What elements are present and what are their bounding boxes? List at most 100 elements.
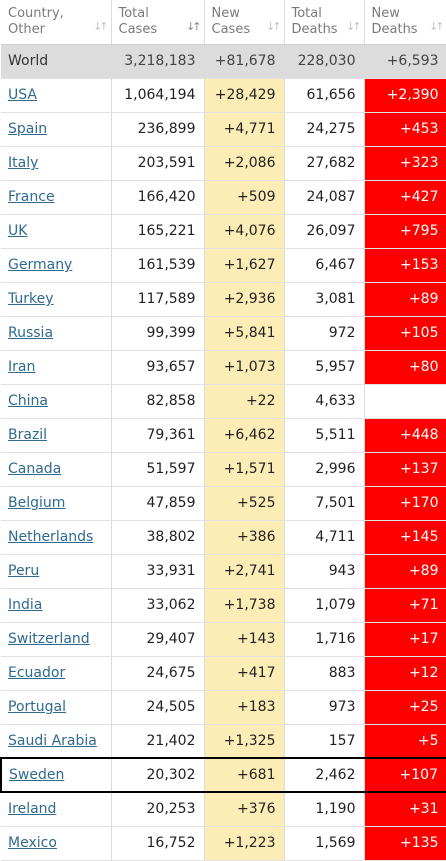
country-link[interactable]: USA xyxy=(8,87,37,103)
table-row: France 166,420 +509 24,087 +427 xyxy=(1,180,446,215)
header-total-cases[interactable]: Total Cases ↓↑ xyxy=(111,0,205,45)
header-label-line2: Cases xyxy=(211,21,251,37)
country-cell: Saudi Arabia xyxy=(1,724,112,759)
table-row: Canada 51,597 +1,571 2,996 +137 xyxy=(1,452,446,487)
new-cases-cell: +525 xyxy=(204,486,285,521)
total-cases-cell: 29,407 xyxy=(111,622,205,657)
total-cases-cell: 117,589 xyxy=(111,282,205,317)
header-label-line1: Total xyxy=(291,5,322,21)
sort-icon[interactable]: ↓↑ xyxy=(346,19,362,33)
country-link[interactable]: China xyxy=(8,393,48,409)
total-cases-cell: 20,253 xyxy=(111,792,205,827)
country-cell: Peru xyxy=(1,554,112,589)
new-deaths-cell: +17 xyxy=(364,622,446,657)
country-cell: Ireland xyxy=(1,792,112,827)
table-row: Switzerland 29,407 +143 1,716 +17 xyxy=(1,622,446,657)
country-link[interactable]: Germany xyxy=(8,257,73,273)
header-label-line1: New xyxy=(371,5,400,21)
header-country[interactable]: Country, Other ↓↑ xyxy=(1,0,112,45)
country-link[interactable]: Belgium xyxy=(8,495,66,511)
new-deaths-cell: +89 xyxy=(364,554,446,589)
table-row: Portugal 24,505 +183 973 +25 xyxy=(1,690,446,725)
country-link[interactable]: Peru xyxy=(8,563,40,579)
total-deaths-cell: 1,569 xyxy=(284,826,365,861)
total-cases-cell: 21,402 xyxy=(111,724,205,759)
new-cases-cell: +2,086 xyxy=(204,146,285,181)
new-cases-cell: +28,429 xyxy=(204,78,285,113)
sort-icon-active[interactable]: ↓↑ xyxy=(186,19,202,33)
country-cell: UK xyxy=(1,214,112,249)
new-cases-cell: +5,841 xyxy=(204,316,285,351)
total-deaths-cell: 157 xyxy=(284,724,365,759)
total-cases-cell: 47,859 xyxy=(111,486,205,521)
total-deaths-cell: 4,633 xyxy=(284,384,365,419)
country-link[interactable]: Ecuador xyxy=(8,665,66,681)
table-row: Ireland 20,253 +376 1,190 +31 xyxy=(1,792,446,827)
country-cell: Turkey xyxy=(1,282,112,317)
total-cases-cell: 33,931 xyxy=(111,554,205,589)
header-label-line2: Cases xyxy=(118,21,158,37)
country-link[interactable]: India xyxy=(8,597,43,613)
total-deaths-cell: 61,656 xyxy=(284,78,365,113)
world-total-row: World 3,218,183 +81,678 228,030 +6,593 xyxy=(1,44,446,79)
country-cell: Sweden xyxy=(0,757,112,793)
total-deaths-cell: 26,097 xyxy=(284,214,365,249)
header-new-cases[interactable]: New Cases ↓↑ xyxy=(204,0,285,45)
total-deaths-cell: 27,682 xyxy=(284,146,365,181)
new-cases-cell: +4,076 xyxy=(204,214,285,249)
country-link[interactable]: Ireland xyxy=(8,801,57,818)
header-total-deaths[interactable]: Total Deaths ↓↑ xyxy=(284,0,365,45)
total-deaths-cell: 972 xyxy=(284,316,365,351)
total-deaths-cell: 5,511 xyxy=(284,418,365,453)
header-new-deaths[interactable]: New Deaths ↓↑ xyxy=(364,0,446,45)
new-deaths-cell: +31 xyxy=(364,792,446,827)
country-link[interactable]: Brazil xyxy=(8,427,48,443)
world-new-deaths: +6,593 xyxy=(364,44,446,79)
total-deaths-cell: 2,996 xyxy=(284,452,365,487)
world-label: World xyxy=(1,44,112,79)
country-link[interactable]: Turkey xyxy=(8,291,54,307)
country-cell: Ecuador xyxy=(1,656,112,691)
total-deaths-cell: 7,501 xyxy=(284,486,365,521)
country-link[interactable]: Iran xyxy=(8,359,36,375)
total-cases-cell: 1,064,194 xyxy=(111,78,205,113)
country-link[interactable]: Switzerland xyxy=(8,631,90,647)
new-deaths-cell: +80 xyxy=(364,350,446,385)
total-deaths-cell: 883 xyxy=(284,656,365,691)
country-cell: Portugal xyxy=(1,690,112,725)
total-deaths-cell: 973 xyxy=(284,690,365,725)
table-row: Germany 161,539 +1,627 6,467 +153 xyxy=(1,248,446,283)
country-link[interactable]: Spain xyxy=(8,121,48,137)
country-link[interactable]: Mexico xyxy=(8,835,57,851)
total-cases-cell: 236,899 xyxy=(111,112,205,147)
total-cases-cell: 165,221 xyxy=(111,214,205,249)
sort-icon[interactable]: ↓↑ xyxy=(93,19,109,33)
sort-icon[interactable]: ↓↑ xyxy=(429,19,445,33)
country-link[interactable]: Italy xyxy=(8,155,39,171)
country-link[interactable]: Netherlands xyxy=(8,529,94,545)
table-row: USA 1,064,194 +28,429 61,656 +2,390 xyxy=(1,78,446,113)
country-link[interactable]: UK xyxy=(8,223,28,239)
new-deaths-cell: +107 xyxy=(364,757,446,793)
new-cases-cell: +183 xyxy=(204,690,285,725)
country-cell: USA xyxy=(1,78,112,113)
country-link[interactable]: Portugal xyxy=(8,699,66,715)
new-cases-cell: +681 xyxy=(204,757,285,793)
country-link[interactable]: Saudi Arabia xyxy=(8,732,97,749)
new-deaths-cell: +153 xyxy=(364,248,446,283)
country-cell: Iran xyxy=(1,350,112,385)
new-cases-cell: +1,627 xyxy=(204,248,285,283)
country-cell: Mexico xyxy=(1,826,112,861)
total-cases-cell: 203,591 xyxy=(111,146,205,181)
new-cases-cell: +1,325 xyxy=(204,724,285,759)
total-cases-cell: 24,675 xyxy=(111,656,205,691)
country-cell: Spain xyxy=(1,112,112,147)
country-link[interactable]: Sweden xyxy=(9,767,65,783)
country-link[interactable]: France xyxy=(8,189,55,205)
new-cases-cell: +22 xyxy=(204,384,285,419)
country-link[interactable]: Canada xyxy=(8,461,62,477)
sort-icon[interactable]: ↓↑ xyxy=(266,19,282,33)
world-total-cases: 3,218,183 xyxy=(111,44,205,79)
country-link[interactable]: Russia xyxy=(8,325,54,341)
